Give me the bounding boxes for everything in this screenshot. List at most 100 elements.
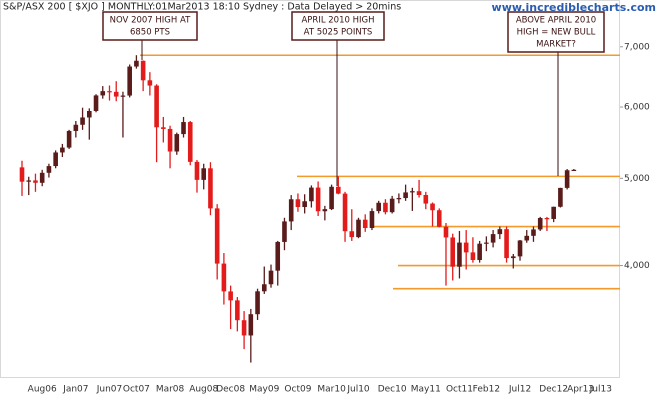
candle-body — [26, 180, 32, 182]
chart-title: S&P/ASX 200 [ $XJO ] MONTHLY:01Mar2013 1… — [3, 2, 401, 13]
x-tick-label: Dec12 — [539, 385, 568, 395]
x-tick-label: May09 — [249, 385, 279, 395]
candle-body — [410, 191, 415, 193]
x-tick-label: Dec10 — [378, 385, 407, 395]
x-tick-label: Mar10 — [317, 385, 346, 395]
x-tick-label: Jul12 — [508, 385, 531, 395]
candle-body — [288, 199, 294, 222]
x-tick-label: Oct09 — [284, 385, 311, 395]
annotation-box — [102, 11, 198, 41]
candle-body — [531, 229, 536, 236]
annotation-text: ABOVE APRIL 2010 — [516, 16, 596, 26]
candle-body — [181, 122, 186, 135]
candle-body — [295, 199, 301, 208]
candle-body — [228, 291, 233, 301]
candle-body — [510, 256, 516, 259]
candle-body — [315, 187, 321, 212]
y-tick-label: 5,000 — [624, 174, 650, 184]
candle-body — [484, 242, 489, 244]
x-tick-label: Jan07 — [62, 385, 88, 395]
candle-body — [336, 186, 341, 194]
candle-body — [33, 180, 38, 183]
candle-body — [517, 240, 523, 257]
candle-body — [140, 60, 146, 81]
candle-body — [282, 221, 287, 242]
candle-body — [39, 172, 45, 183]
candle-body — [248, 314, 254, 336]
candle-body — [46, 166, 52, 173]
candle-body — [221, 263, 227, 292]
plot-frame — [0, 0, 620, 378]
candle-body — [463, 242, 469, 253]
candle-body — [450, 237, 456, 267]
candle-body — [537, 218, 543, 230]
annotation-box — [507, 11, 605, 53]
candle-body — [268, 270, 274, 285]
candle-body — [477, 243, 482, 261]
candle-body — [497, 229, 503, 235]
candle-body — [490, 234, 496, 243]
x-tick-label: Aug06 — [28, 385, 57, 395]
candle-body — [214, 208, 220, 264]
candle-body — [93, 95, 99, 111]
annotation-box — [291, 11, 385, 41]
candle-body — [275, 241, 281, 271]
candle-body — [53, 152, 58, 167]
x-tick-label: Feb12 — [473, 385, 500, 395]
x-tick-label: Jul10 — [346, 385, 370, 395]
candle-body — [87, 110, 92, 118]
candle-body — [127, 66, 132, 96]
candle-body — [443, 226, 449, 238]
candle-body — [309, 187, 314, 202]
candle-body — [369, 211, 375, 229]
candle-body — [564, 170, 570, 188]
candle-body — [255, 291, 260, 315]
x-tick-label: Jun07 — [96, 385, 123, 395]
candle-body — [134, 60, 139, 67]
annotation-text: NOV 2007 HIGH AT — [110, 16, 191, 26]
source: www.incrediblecharts.com — [492, 1, 656, 14]
x-tick-label: Apr13 — [567, 385, 594, 395]
candle-body — [504, 229, 509, 259]
candle-body — [349, 231, 355, 238]
candle-body — [389, 198, 395, 213]
candle-body — [470, 252, 476, 261]
candle-body — [187, 122, 193, 162]
candle-body — [60, 147, 65, 153]
x-tick-label: Jul13 — [589, 385, 612, 395]
candle-body — [167, 128, 173, 152]
candle-body — [147, 80, 153, 86]
x-tick-label: Dec08 — [216, 385, 245, 395]
candle-body — [376, 202, 381, 212]
y-tick-label: 6,000 — [624, 103, 650, 113]
annotation-text: MARKET? — [536, 40, 576, 50]
candle-body — [100, 91, 106, 96]
y-tick-label: 4,000 — [624, 261, 650, 271]
candle-body — [551, 206, 556, 219]
annotation-text: HIGH = NEW BULL — [517, 28, 596, 38]
candle-body — [208, 168, 213, 209]
candle-body — [322, 209, 328, 212]
x-tick-label: Oct07 — [123, 385, 150, 395]
candle-body — [544, 218, 550, 220]
candle-body — [113, 91, 119, 97]
candle-body — [19, 167, 25, 182]
x-tick-label: Aug08 — [189, 385, 218, 395]
candle-body — [329, 186, 334, 210]
candle-body — [154, 85, 159, 128]
candle-body — [416, 191, 422, 196]
candle-body — [571, 169, 577, 172]
candle-body — [194, 161, 200, 180]
candle-body — [174, 134, 180, 152]
candle-body — [356, 219, 361, 238]
candle-body — [161, 127, 166, 129]
candle-body — [66, 130, 72, 148]
candle-body — [396, 198, 402, 200]
x-tick-label: Oct11 — [446, 385, 473, 395]
candle-body — [80, 117, 85, 125]
candle-body — [524, 235, 530, 241]
candle-body — [558, 187, 563, 207]
candle-body — [302, 201, 307, 208]
annotation-text: APRIL 2010 HIGH — [301, 16, 374, 26]
